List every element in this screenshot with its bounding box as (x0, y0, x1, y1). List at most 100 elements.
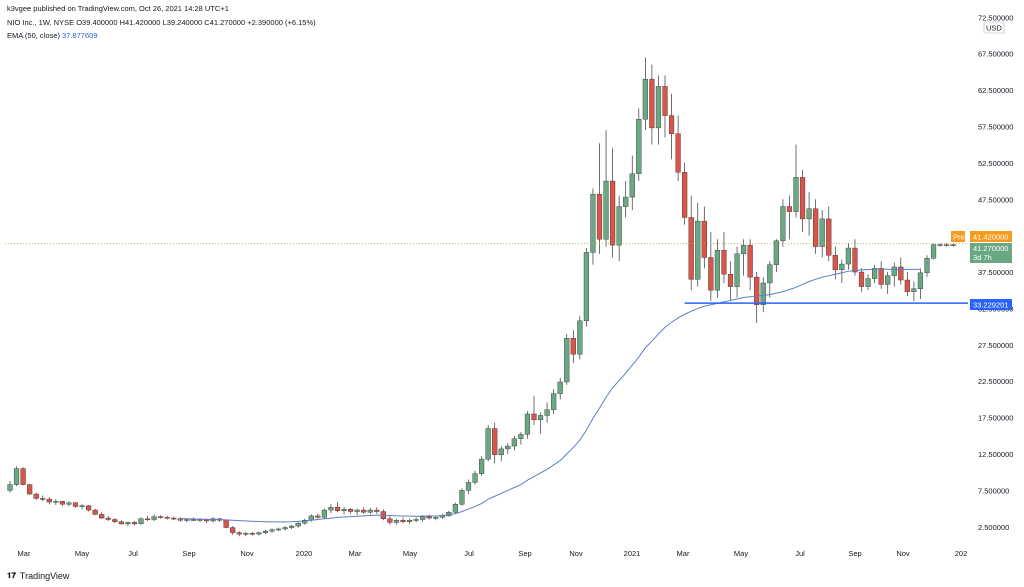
candle[interactable] (819, 218, 825, 247)
ema-legend[interactable]: EMA (50, close) 37.877609 (7, 31, 97, 40)
candle[interactable] (46, 498, 52, 503)
candle[interactable] (629, 173, 635, 198)
candle[interactable] (649, 78, 655, 129)
candle[interactable] (230, 527, 236, 533)
candle[interactable] (832, 255, 838, 271)
candle[interactable] (531, 413, 537, 421)
candle[interactable] (151, 516, 157, 520)
candle[interactable] (714, 250, 721, 291)
candle[interactable] (184, 519, 190, 521)
currency-label[interactable]: USD (983, 21, 1005, 34)
candle[interactable] (701, 220, 707, 258)
candle[interactable] (754, 276, 760, 305)
candle[interactable] (511, 438, 517, 447)
candle[interactable] (118, 521, 124, 525)
candle[interactable] (269, 529, 275, 532)
candle[interactable] (557, 381, 563, 394)
candle[interactable] (334, 506, 341, 511)
candle[interactable] (518, 434, 524, 439)
candle[interactable] (20, 468, 26, 485)
candle[interactable] (479, 458, 485, 474)
candle[interactable] (721, 250, 727, 275)
candle[interactable] (498, 448, 504, 455)
candle[interactable] (590, 193, 596, 253)
candle[interactable] (610, 180, 616, 246)
candle[interactable] (321, 509, 328, 518)
candle[interactable] (289, 525, 295, 528)
candle[interactable] (806, 208, 812, 220)
candle[interactable] (328, 506, 334, 511)
candle[interactable] (465, 482, 472, 491)
candle[interactable] (99, 514, 105, 519)
candle[interactable] (524, 413, 531, 435)
candle[interactable] (780, 206, 786, 241)
candle[interactable] (223, 520, 229, 528)
candle[interactable] (642, 78, 648, 120)
candle[interactable] (387, 518, 393, 523)
candle[interactable] (930, 244, 937, 259)
candle[interactable] (813, 208, 819, 247)
candle[interactable] (688, 217, 694, 280)
candle[interactable] (852, 247, 858, 273)
candle[interactable] (256, 532, 262, 535)
candle[interactable] (924, 258, 930, 273)
candle[interactable] (564, 338, 570, 383)
candle[interactable] (393, 520, 400, 523)
symbol-label[interactable]: NIO Inc., 1W, NYSE (7, 18, 75, 27)
candle[interactable] (7, 484, 13, 491)
candle[interactable] (662, 86, 668, 116)
candle[interactable] (452, 504, 459, 513)
candle[interactable] (295, 522, 301, 527)
candle[interactable] (59, 501, 66, 505)
candle[interactable] (799, 177, 806, 220)
candle[interactable] (773, 240, 779, 265)
candle[interactable] (583, 252, 590, 322)
candle[interactable] (400, 520, 406, 522)
candle[interactable] (950, 244, 956, 246)
candle[interactable] (544, 409, 550, 416)
candle[interactable] (872, 268, 878, 279)
candle[interactable] (741, 244, 747, 255)
candle[interactable] (348, 509, 354, 512)
candle[interactable] (302, 520, 308, 524)
candle[interactable] (158, 516, 164, 518)
candle[interactable] (708, 257, 714, 291)
candle[interactable] (92, 509, 98, 515)
candle[interactable] (275, 528, 282, 531)
candle[interactable] (33, 493, 39, 499)
candle[interactable] (138, 518, 144, 525)
candle[interactable] (282, 527, 288, 530)
candle[interactable] (891, 266, 897, 276)
candle[interactable] (420, 516, 426, 520)
candle[interactable] (695, 220, 701, 280)
candle[interactable] (734, 253, 740, 287)
candle[interactable] (485, 428, 491, 460)
candle[interactable] (551, 393, 557, 410)
candle[interactable] (570, 338, 576, 355)
candle[interactable] (616, 206, 622, 246)
candle[interactable] (858, 271, 865, 287)
candle[interactable] (53, 501, 59, 503)
candle[interactable] (845, 247, 852, 265)
candle[interactable] (747, 244, 753, 278)
candle[interactable] (878, 268, 884, 285)
candle[interactable] (367, 509, 373, 513)
candle[interactable] (125, 522, 131, 525)
candle[interactable] (85, 505, 92, 511)
candle[interactable] (767, 264, 773, 284)
candle[interactable] (917, 272, 924, 289)
candle[interactable] (459, 490, 465, 505)
candle[interactable] (944, 244, 950, 246)
candle[interactable] (760, 282, 766, 305)
candle[interactable] (472, 473, 478, 483)
candle[interactable] (262, 530, 269, 533)
candle[interactable] (27, 484, 33, 495)
candle[interactable] (406, 520, 413, 522)
candle[interactable] (885, 275, 891, 285)
candle[interactable] (623, 196, 629, 207)
candle[interactable] (171, 517, 177, 520)
candle[interactable] (105, 517, 111, 520)
candle[interactable] (66, 502, 72, 505)
candle[interactable] (904, 279, 910, 292)
